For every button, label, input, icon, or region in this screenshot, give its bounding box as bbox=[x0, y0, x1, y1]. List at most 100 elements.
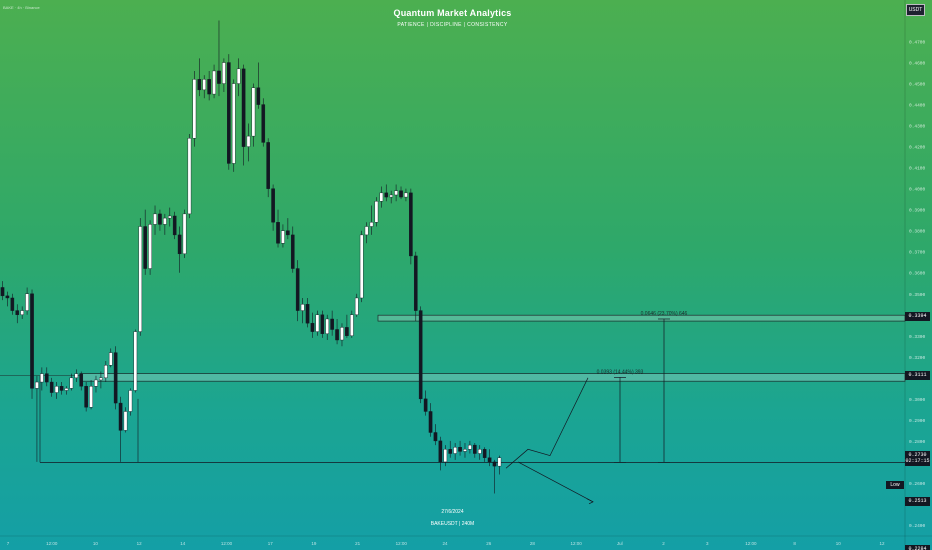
candle bbox=[359, 234, 364, 299]
candle bbox=[118, 402, 123, 431]
candle bbox=[108, 352, 113, 366]
price-tag: 0.3394 bbox=[905, 311, 930, 321]
y-tick-label: 0.4100 bbox=[909, 166, 926, 172]
candle bbox=[227, 62, 231, 164]
candle bbox=[315, 314, 320, 332]
candle bbox=[286, 230, 290, 236]
candle bbox=[281, 230, 285, 244]
candle bbox=[69, 377, 74, 389]
x-tick-label: 26 bbox=[486, 541, 492, 546]
candle bbox=[345, 327, 349, 336]
candle bbox=[389, 194, 393, 198]
candle bbox=[364, 226, 369, 236]
price-tag: 02:17:15 bbox=[905, 457, 930, 467]
y-tick-label: 0.3300 bbox=[909, 334, 926, 340]
candle bbox=[295, 268, 300, 311]
y-tick-label: 0.4000 bbox=[909, 187, 926, 193]
candle bbox=[463, 449, 467, 452]
y-tick-label: 0.3500 bbox=[909, 292, 926, 298]
candle bbox=[409, 192, 413, 257]
x-tick-label: 10 bbox=[93, 541, 99, 546]
candle bbox=[143, 226, 147, 269]
y-tick-label: 0.2400 bbox=[909, 523, 926, 529]
x-tick-label: 28 bbox=[530, 541, 536, 546]
y-tick-label: 0.3000 bbox=[909, 397, 926, 403]
watermark-symbol: BAKEUSDT | 240M bbox=[430, 521, 475, 527]
candle bbox=[276, 222, 280, 244]
candle bbox=[497, 457, 502, 467]
candle bbox=[202, 79, 207, 91]
candle bbox=[320, 314, 325, 334]
x-tick-label: 24 bbox=[442, 541, 448, 546]
currency-button[interactable]: USDT bbox=[906, 4, 925, 16]
candle bbox=[217, 70, 221, 84]
y-tick-label: 0.2900 bbox=[909, 418, 926, 424]
candle bbox=[433, 432, 438, 442]
candle bbox=[138, 226, 143, 332]
candle bbox=[271, 188, 275, 223]
candle bbox=[473, 444, 477, 454]
candle bbox=[413, 255, 418, 311]
candle bbox=[79, 373, 84, 387]
x-tick-label: 10 bbox=[836, 541, 842, 546]
y-tick-label: 0.4700 bbox=[909, 40, 926, 46]
watermark-date: 27/6/2024 bbox=[441, 509, 464, 515]
candle bbox=[443, 449, 448, 463]
x-tick-label: 12:00 bbox=[396, 541, 408, 546]
candle bbox=[20, 310, 24, 315]
candle bbox=[99, 377, 103, 381]
y-tick-label: 0.3700 bbox=[909, 250, 926, 256]
x-tick-label: 12 bbox=[137, 541, 143, 546]
y-tick-label: 0.4200 bbox=[909, 145, 926, 151]
candle bbox=[261, 104, 266, 143]
candle bbox=[300, 304, 305, 311]
candle bbox=[40, 373, 44, 383]
candle bbox=[30, 293, 34, 389]
candle bbox=[477, 449, 482, 454]
candle bbox=[177, 234, 182, 255]
x-tick-label: 17 bbox=[268, 541, 274, 546]
y-tick-label: 0.3800 bbox=[909, 229, 926, 235]
candle bbox=[423, 398, 428, 412]
candle bbox=[305, 304, 310, 324]
candle bbox=[428, 411, 433, 433]
candle bbox=[64, 388, 69, 391]
candle bbox=[340, 327, 344, 341]
x-tick-label: 12:00 bbox=[221, 541, 233, 546]
y-tick-label: 0.4500 bbox=[909, 82, 926, 88]
candle bbox=[113, 352, 118, 404]
chart-title: Quantum Market Analytics bbox=[393, 8, 512, 18]
candle bbox=[197, 79, 202, 91]
x-tick-label: 8 bbox=[793, 541, 796, 546]
candle bbox=[350, 314, 354, 336]
candle bbox=[418, 310, 423, 400]
x-tick-label: 21 bbox=[355, 541, 361, 546]
candle bbox=[335, 329, 339, 341]
x-tick-label: 19 bbox=[311, 541, 317, 546]
candle bbox=[384, 192, 389, 198]
candle bbox=[44, 373, 49, 383]
y-tick-label: 0.3900 bbox=[909, 208, 926, 214]
candle bbox=[251, 87, 256, 137]
candle bbox=[241, 68, 246, 147]
measure-label: 0.0646 (23.70%) 646 bbox=[641, 311, 688, 317]
candle bbox=[187, 138, 192, 215]
y-tick-label: 0.4300 bbox=[909, 124, 926, 130]
candle bbox=[133, 331, 138, 391]
candle bbox=[482, 449, 487, 458]
price-tag: 0.2284 bbox=[905, 544, 930, 550]
y-tick-label: 0.4400 bbox=[909, 103, 926, 109]
candle bbox=[49, 381, 54, 393]
candle bbox=[231, 83, 236, 164]
candle bbox=[492, 461, 497, 467]
projection-up bbox=[505, 377, 589, 469]
candle bbox=[379, 192, 384, 202]
candle bbox=[5, 295, 10, 299]
x-tick-label: Jul bbox=[617, 541, 623, 546]
projection-down bbox=[517, 461, 594, 503]
candle bbox=[84, 386, 88, 408]
symbol-tag: BAKE · 4h · Binance bbox=[3, 5, 40, 10]
candle bbox=[458, 447, 462, 452]
